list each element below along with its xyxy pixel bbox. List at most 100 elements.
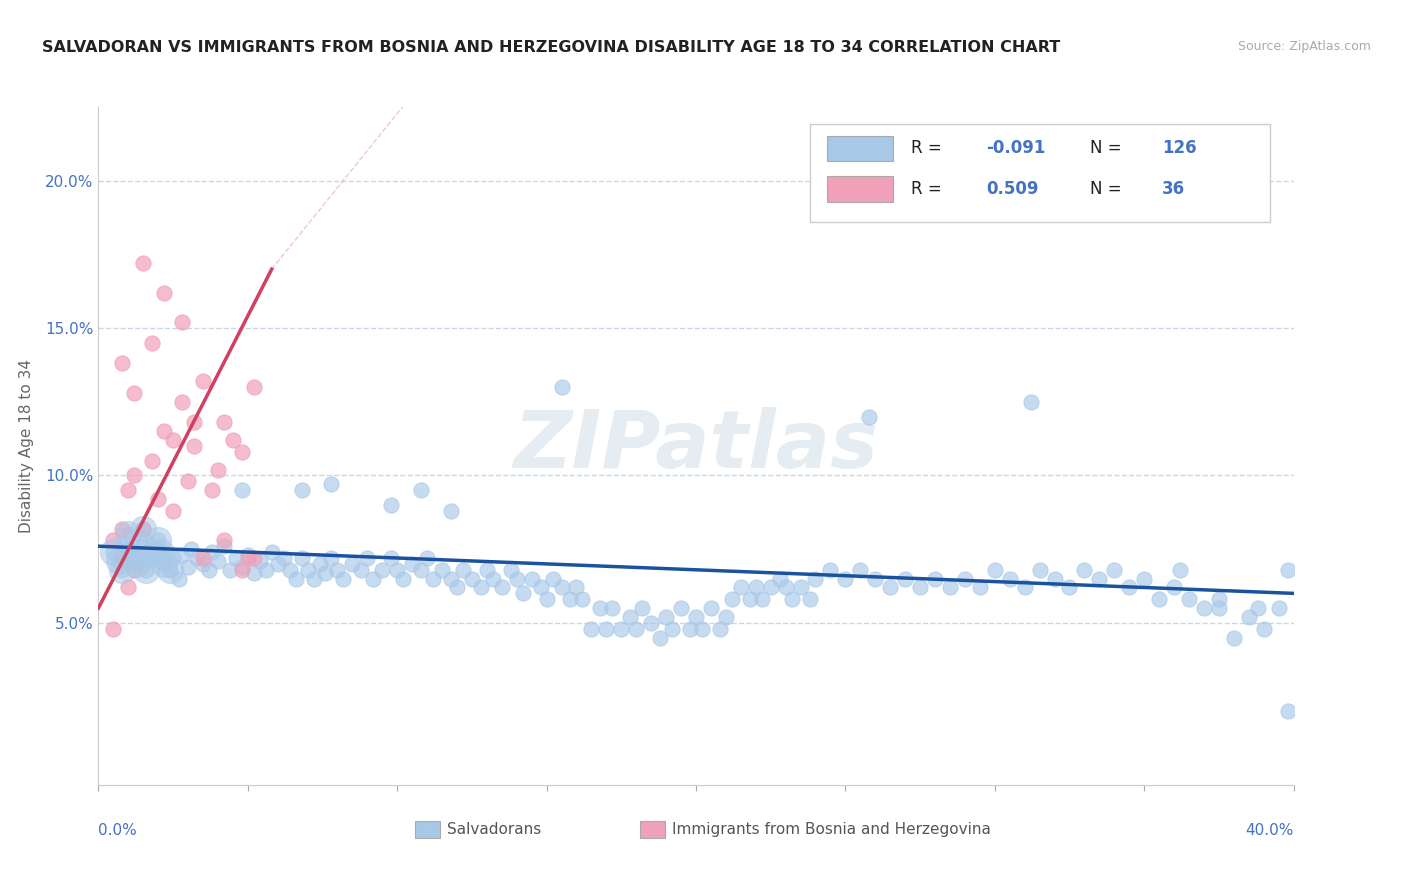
Point [858, 409, 880, 424]
Point [1014, 581, 1036, 595]
Point [117, 527, 139, 541]
Point [626, 622, 648, 636]
Point [191, 557, 214, 571]
Point [1168, 563, 1191, 577]
Point [589, 601, 612, 615]
Point [132, 522, 155, 536]
Point [679, 622, 702, 636]
Point [111, 551, 134, 566]
Point [984, 563, 1007, 577]
Point [669, 601, 692, 615]
Point [172, 315, 194, 329]
Point [849, 563, 872, 577]
Point [278, 563, 301, 577]
Point [953, 572, 976, 586]
Point [162, 433, 184, 447]
Point [894, 572, 917, 586]
Point [183, 439, 205, 453]
Point [326, 563, 349, 577]
Point [321, 477, 343, 491]
Point [148, 533, 170, 548]
Point [363, 572, 385, 586]
Point [225, 551, 247, 566]
Point [380, 498, 402, 512]
Point [148, 533, 170, 548]
Point [236, 548, 259, 562]
FancyBboxPatch shape [827, 136, 893, 161]
Point [249, 554, 271, 568]
Point [371, 563, 394, 577]
Point [1223, 631, 1246, 645]
Point [236, 551, 259, 566]
Point [243, 551, 266, 566]
Point [1208, 592, 1230, 607]
Point [401, 557, 423, 571]
Point [799, 592, 821, 607]
Point [284, 572, 307, 586]
Point [571, 592, 593, 607]
Point [162, 504, 184, 518]
Point [135, 563, 157, 577]
Point [440, 504, 463, 518]
Point [512, 586, 534, 600]
Point [655, 610, 678, 624]
Point [124, 551, 146, 566]
Point [103, 622, 125, 636]
Point [1208, 601, 1230, 615]
Point [640, 615, 662, 630]
Point [356, 551, 378, 566]
Point [308, 557, 330, 571]
Point [172, 394, 194, 409]
Point [1059, 581, 1081, 595]
Text: R =: R = [911, 180, 948, 198]
Point [745, 581, 768, 595]
Text: 0.0%: 0.0% [98, 823, 138, 838]
Point [103, 545, 125, 559]
Point [127, 557, 149, 571]
Text: Source: ZipAtlas.com: Source: ZipAtlas.com [1237, 40, 1371, 54]
Text: 126: 126 [1161, 139, 1197, 157]
Point [231, 563, 253, 577]
Point [132, 256, 155, 270]
Point [141, 548, 163, 562]
Text: Salvadorans: Salvadorans [447, 822, 541, 837]
Point [124, 386, 146, 401]
Text: 36: 36 [1161, 180, 1185, 198]
Point [207, 554, 229, 568]
Point [834, 572, 856, 586]
Point [153, 557, 176, 571]
Point [153, 424, 176, 438]
Point [422, 572, 444, 586]
Point [201, 483, 224, 498]
Text: SALVADORAN VS IMMIGRANTS FROM BOSNIA AND HERZEGOVINA DISABILITY AGE 18 TO 34 COR: SALVADORAN VS IMMIGRANTS FROM BOSNIA AND… [42, 40, 1060, 55]
Point [177, 475, 200, 489]
Point [430, 563, 453, 577]
Point [499, 563, 522, 577]
Point [117, 581, 139, 595]
Point [132, 539, 155, 553]
Point [111, 522, 134, 536]
Point [231, 483, 253, 498]
Point [162, 551, 184, 566]
Point [124, 563, 146, 577]
Point [595, 622, 617, 636]
Point [530, 581, 553, 595]
Point [315, 566, 337, 580]
Point [141, 454, 163, 468]
Text: -0.091: -0.091 [987, 139, 1046, 157]
Point [411, 563, 433, 577]
Point [291, 483, 314, 498]
Text: 0.509: 0.509 [987, 180, 1039, 198]
Point [267, 557, 290, 571]
Point [231, 445, 253, 459]
Point [709, 622, 731, 636]
Point [1192, 601, 1215, 615]
Point [124, 551, 146, 566]
Point [141, 548, 163, 562]
Point [342, 557, 364, 571]
Point [619, 610, 641, 624]
Point [103, 545, 125, 559]
Text: ZIPatlas: ZIPatlas [513, 407, 879, 485]
Point [135, 563, 157, 577]
Point [177, 559, 200, 574]
